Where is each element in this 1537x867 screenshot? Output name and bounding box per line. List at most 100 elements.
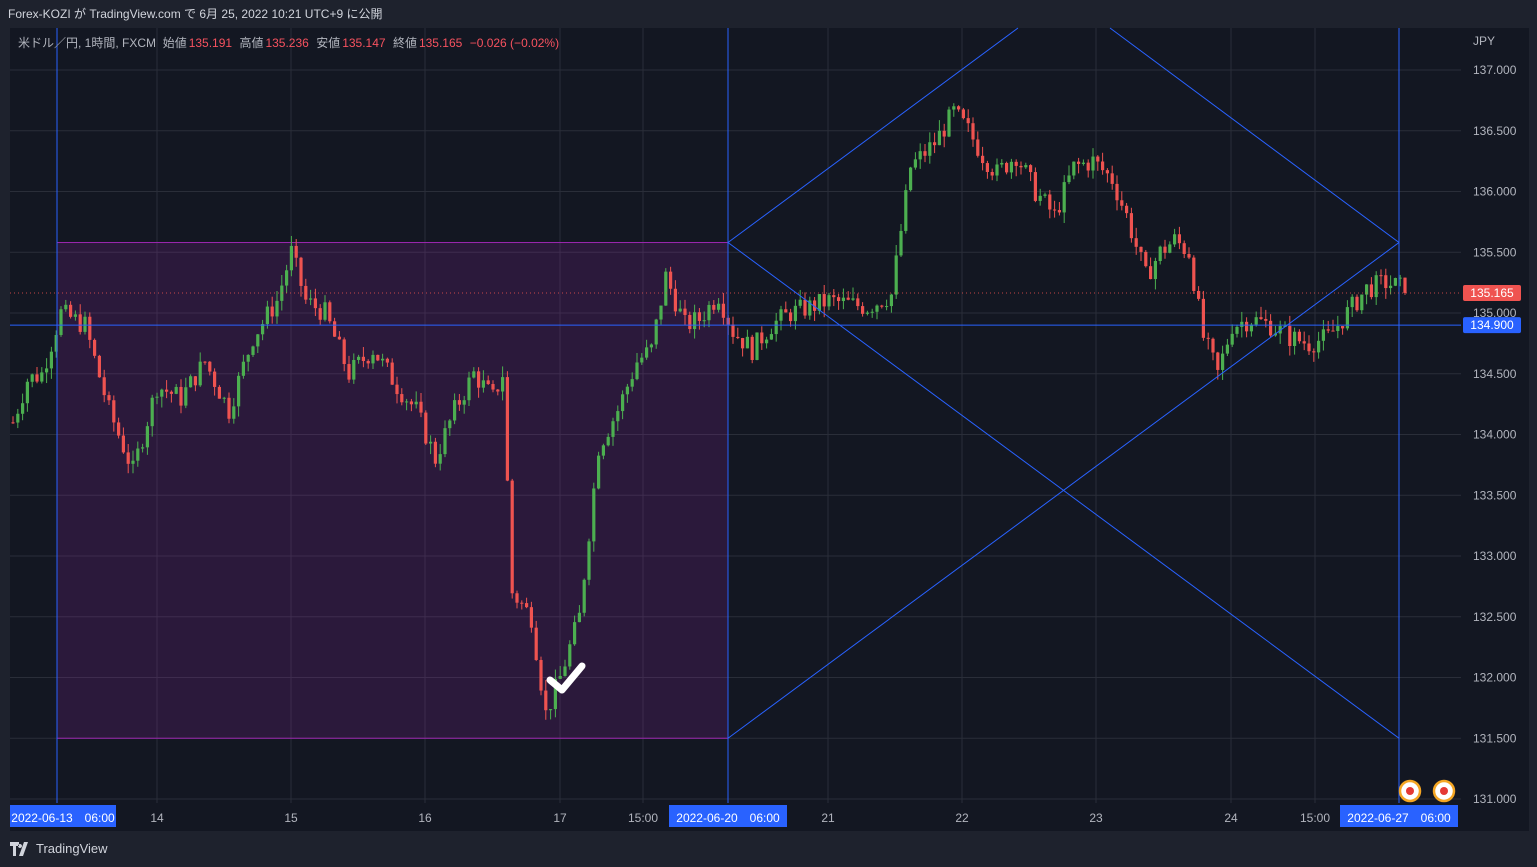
candle-body bbox=[126, 452, 130, 464]
candle-body bbox=[717, 303, 721, 310]
candle-body bbox=[544, 690, 548, 711]
candle-body bbox=[59, 309, 63, 335]
candle-body bbox=[510, 480, 514, 594]
diagonal-up bbox=[727, 242, 1400, 739]
candle-body bbox=[1038, 195, 1042, 201]
low-label: 安値 bbox=[316, 36, 341, 50]
candle-body bbox=[299, 257, 303, 286]
candle-body bbox=[568, 644, 572, 667]
candle-body bbox=[923, 151, 927, 156]
time-tick: 24 bbox=[1224, 811, 1238, 825]
candle-body bbox=[1326, 329, 1330, 331]
tradingview-logo[interactable]: TradingView bbox=[10, 841, 108, 856]
ohlc-legend: 米ドル／円, 1時間, FXCM 始値 135.191 高値 135.236 安値 1… bbox=[18, 34, 563, 51]
candle-body bbox=[232, 406, 236, 419]
candle-body bbox=[1173, 234, 1177, 245]
candle-body bbox=[731, 324, 735, 337]
candle-body bbox=[808, 300, 812, 316]
candle-body bbox=[1225, 344, 1229, 354]
candle-body bbox=[193, 376, 197, 386]
open-value: 135.191 bbox=[188, 36, 233, 50]
price-tick: 134.500 bbox=[1473, 367, 1517, 381]
candle-body bbox=[525, 603, 529, 608]
candle-body bbox=[1393, 278, 1397, 286]
candle-body bbox=[760, 332, 764, 344]
range-box bbox=[56, 242, 729, 739]
candle-body bbox=[1288, 325, 1292, 346]
time-tick: 22 bbox=[955, 811, 969, 825]
candle-body bbox=[83, 316, 87, 332]
candle-body bbox=[213, 371, 217, 387]
candle-body bbox=[601, 445, 605, 456]
candle-body bbox=[405, 401, 409, 403]
candle-body bbox=[933, 142, 937, 146]
candle-body bbox=[1235, 326, 1239, 334]
candle-body bbox=[328, 302, 332, 322]
candle-body bbox=[1144, 251, 1148, 267]
candle-body bbox=[697, 312, 701, 321]
candle-body bbox=[304, 285, 308, 300]
checkmark-icon bbox=[546, 662, 586, 694]
candle-body bbox=[16, 413, 20, 423]
candle-body bbox=[1014, 161, 1018, 166]
symbol-label: 米ドル／円, 1時間, FXCM bbox=[18, 36, 157, 50]
candle-body bbox=[1177, 234, 1181, 244]
candle-body bbox=[985, 163, 989, 172]
candle-body bbox=[616, 411, 620, 422]
price-tick: 137.000 bbox=[1473, 63, 1517, 77]
candle-body bbox=[1062, 182, 1066, 213]
candle-body bbox=[294, 245, 298, 258]
price-tick: 136.000 bbox=[1473, 185, 1517, 199]
price-tick: 135.500 bbox=[1473, 245, 1517, 259]
candle-body bbox=[971, 123, 975, 140]
candle-body bbox=[779, 309, 783, 321]
candle-body bbox=[1384, 275, 1388, 289]
candle-body bbox=[597, 455, 601, 489]
candle-body bbox=[865, 312, 869, 314]
candle-body bbox=[409, 401, 413, 405]
candle-body bbox=[1245, 321, 1249, 332]
candle-body bbox=[976, 139, 980, 156]
chart-panel[interactable] bbox=[10, 28, 1529, 831]
candle-body bbox=[606, 436, 610, 446]
brand-label: TradingView bbox=[36, 841, 108, 856]
candle-body bbox=[1192, 257, 1196, 291]
hline-price-label: 134.900 bbox=[1470, 318, 1514, 332]
candle-body bbox=[765, 339, 769, 344]
candle-body bbox=[64, 304, 68, 310]
open-label: 始値 bbox=[162, 36, 187, 50]
candle-body bbox=[1403, 277, 1407, 293]
candle-body bbox=[227, 397, 231, 419]
candle-body bbox=[117, 422, 121, 436]
time-marker-label: 2022-06-13 06:00 bbox=[11, 811, 115, 825]
candle-body bbox=[73, 314, 77, 317]
candle-body bbox=[496, 389, 500, 392]
candle-body bbox=[889, 294, 893, 307]
candle-body bbox=[414, 401, 418, 405]
candle-body bbox=[1153, 261, 1157, 280]
candle-body bbox=[678, 308, 682, 312]
candle-body bbox=[942, 130, 946, 137]
candle-body bbox=[376, 354, 380, 361]
candle-body bbox=[947, 109, 951, 137]
candle-body bbox=[654, 319, 658, 345]
candle-body bbox=[1067, 175, 1071, 183]
close-value: 135.165 bbox=[418, 36, 463, 50]
candle-body bbox=[1341, 326, 1345, 329]
candle-body bbox=[592, 488, 596, 542]
candle-body bbox=[309, 298, 313, 300]
candle-body bbox=[1259, 317, 1263, 319]
candle-body bbox=[750, 336, 754, 360]
candle-body bbox=[11, 422, 15, 424]
candle-body bbox=[1096, 156, 1100, 162]
candle-body bbox=[35, 374, 39, 382]
price-tick: 132.000 bbox=[1473, 671, 1517, 685]
candle-body bbox=[712, 304, 716, 310]
candle-body bbox=[549, 709, 553, 711]
time-marker-badge bbox=[1340, 805, 1458, 827]
candle-body bbox=[582, 579, 586, 613]
candle-body bbox=[448, 420, 452, 429]
candle-body bbox=[1033, 172, 1037, 201]
candle-body bbox=[45, 368, 49, 373]
